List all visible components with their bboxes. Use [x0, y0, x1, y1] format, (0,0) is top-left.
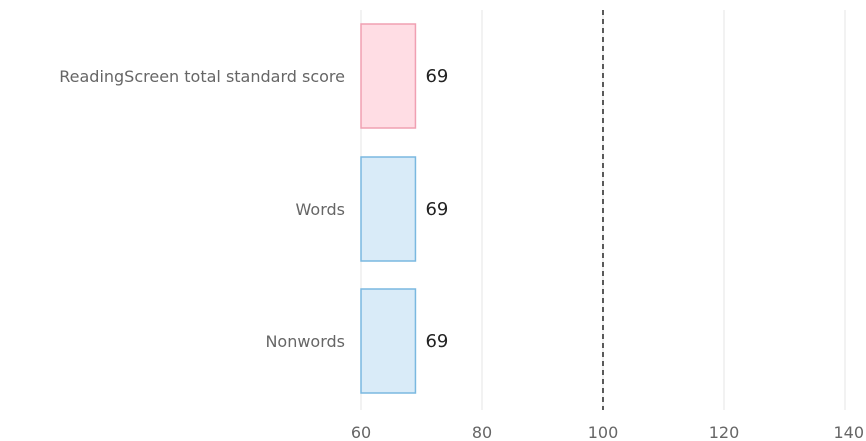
bars: [360, 23, 417, 394]
data-label: 69: [425, 199, 448, 220]
data-label: 69: [425, 331, 448, 352]
x-tick-label: 60: [351, 423, 371, 441]
category-label: Words: [296, 200, 345, 219]
bar: [360, 23, 417, 129]
bar: [360, 288, 417, 394]
x-tick-label: 120: [709, 423, 740, 441]
x-tick-label: 100: [588, 423, 619, 441]
category-label: Nonwords: [265, 332, 345, 351]
data-label: 69: [425, 66, 448, 87]
category-labels: ReadingScreen total standard score Words N…: [59, 67, 345, 351]
x-axis-tick-labels: 60 80 100 120 140: [351, 423, 864, 441]
data-labels: 69 69 69: [425, 66, 448, 352]
category-label: ReadingScreen total standard score: [59, 67, 345, 86]
x-tick-label: 80: [472, 423, 492, 441]
x-tick-label: 140: [833, 423, 864, 441]
bar: [360, 156, 417, 262]
